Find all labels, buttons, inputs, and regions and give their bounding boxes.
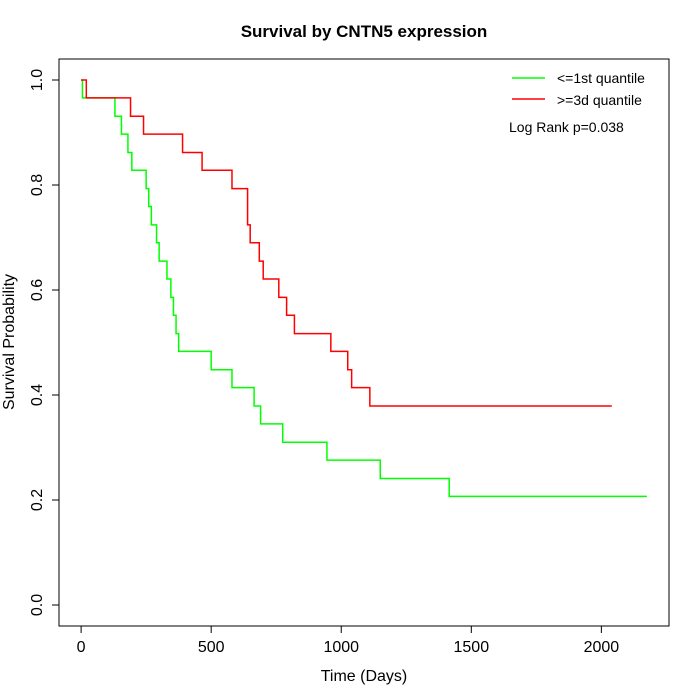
legend-label-low: <=1st quantile [557,70,645,86]
series-layer [81,79,647,498]
survival-curve-low [81,79,647,498]
y-tick-label: 0.2 [29,489,46,511]
y-tick-label: 0.0 [29,594,46,616]
x-axis-label: Time (Days) [321,668,408,685]
y-axis: 0.0 0.2 0.4 0.6 0.8 1.0 [29,69,60,616]
y-tick-label: 1.0 [29,69,46,91]
x-tick-label: 2000 [584,639,620,656]
legend-label-high: >=3d quantile [557,92,642,108]
survival-curve-high [81,79,612,407]
y-axis-label: Survival Probability [1,274,18,410]
x-tick-label: 1000 [323,639,359,656]
log-rank-annotation: Log Rank p=0.038 [509,119,624,135]
x-tick-label: 500 [198,639,225,656]
legend: <=1st quantile >=3d quantile [512,70,645,108]
y-tick-label: 0.6 [29,279,46,301]
x-axis: 0 500 1000 1500 2000 [77,625,620,656]
plot-frame [58,58,670,627]
y-tick-label: 0.8 [29,174,46,196]
x-tick-label: 1500 [454,639,490,656]
chart-title: Survival by CNTN5 expression [241,22,488,41]
y-tick-label: 0.4 [29,384,46,406]
x-tick-label: 0 [77,639,86,656]
